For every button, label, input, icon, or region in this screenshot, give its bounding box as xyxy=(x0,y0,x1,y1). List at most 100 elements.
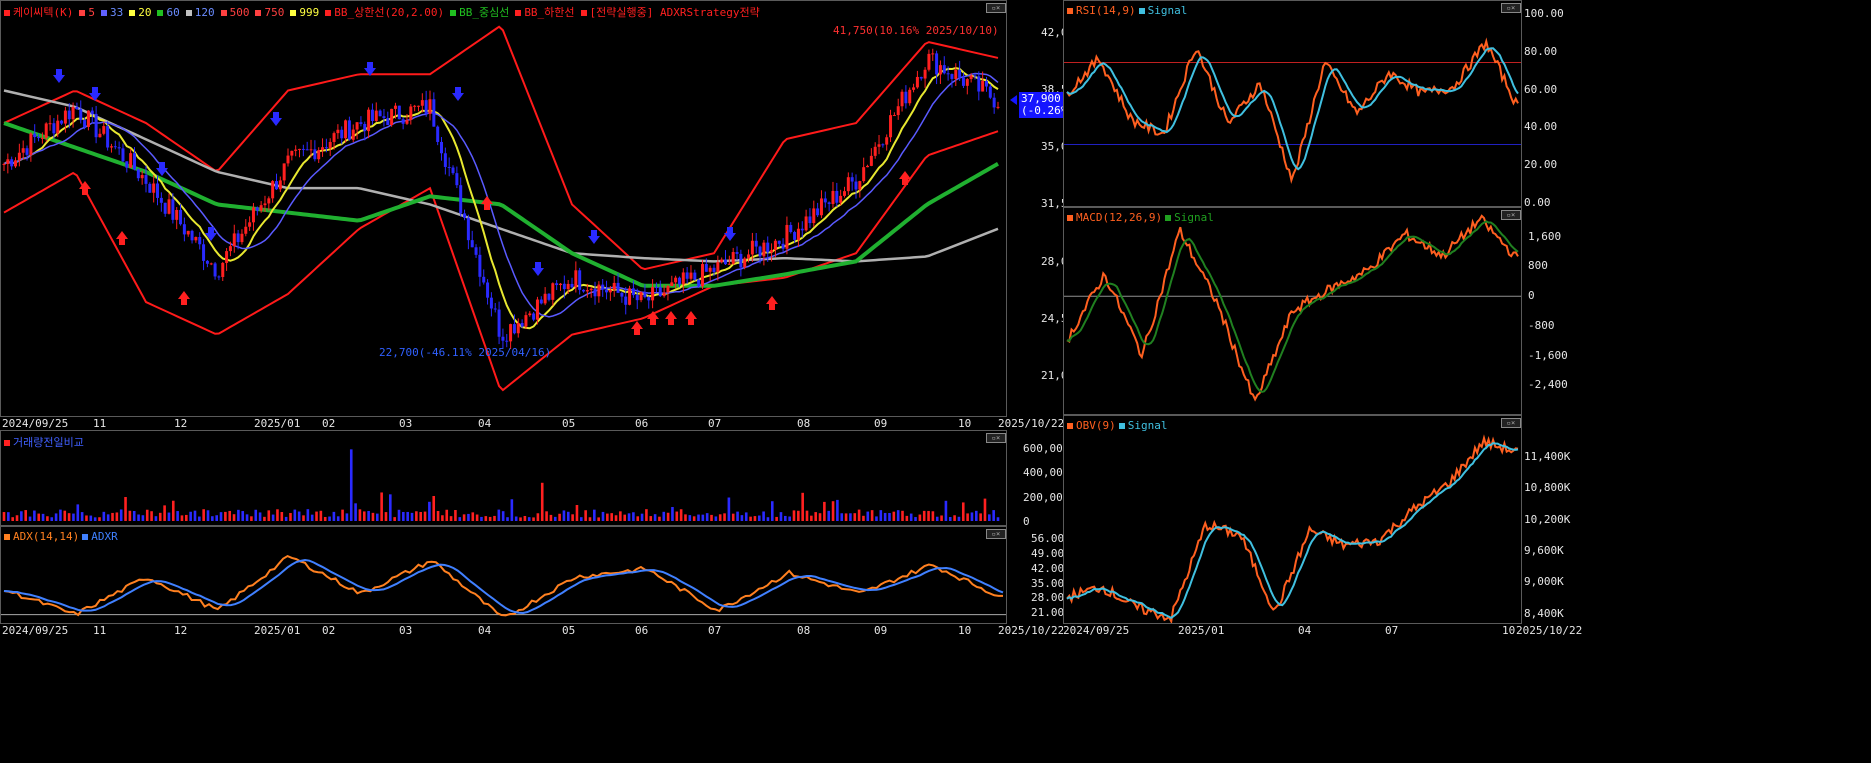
y-tick-label: 200,000 xyxy=(1023,490,1070,504)
volume-bar xyxy=(72,513,75,521)
volume-bar xyxy=(11,517,14,521)
rsi-chart-panel[interactable]: RSI(14,9) Signal ▫× xyxy=(1063,0,1522,207)
candle-body xyxy=(881,144,885,146)
y-tick-label: 1,600 xyxy=(1528,229,1562,243)
candle-body xyxy=(313,149,317,160)
volume-bar xyxy=(63,510,67,521)
candle-body xyxy=(478,254,482,277)
volume-bar xyxy=(905,515,909,521)
candle-body xyxy=(17,152,21,161)
legend-label: 750 xyxy=(264,6,285,19)
volume-bar xyxy=(697,514,700,521)
price-legend-item: 60 xyxy=(157,6,182,19)
candle-body xyxy=(712,267,716,273)
window-buttons[interactable]: ▫× xyxy=(986,433,1006,443)
candle-body xyxy=(497,309,501,337)
candle-body xyxy=(386,118,390,126)
volume-bar xyxy=(775,516,778,521)
volume-bar xyxy=(757,515,761,521)
legend-swatch-icon xyxy=(157,10,164,16)
x-tick-label: 10 xyxy=(958,624,972,637)
candle-body xyxy=(48,123,52,125)
candle-body xyxy=(658,287,662,297)
volume-bar xyxy=(232,514,236,521)
candle-body xyxy=(873,146,877,156)
price-chart-panel[interactable]: 케이씨텍(K) 5 33 20 60 120 500 750 999 BB_상한선(20,2.00… xyxy=(0,0,1007,417)
obv-line xyxy=(1066,434,1519,623)
candle-body xyxy=(635,295,639,301)
candle-body xyxy=(274,181,278,190)
candle-body xyxy=(551,283,555,300)
volume-bar xyxy=(41,513,45,521)
candle-body xyxy=(555,283,559,286)
adx-chart-panel[interactable]: ADX(14,14) ADXR ▫× xyxy=(0,526,1007,624)
volume-bar xyxy=(823,501,826,521)
volume-bar xyxy=(974,510,978,521)
price-chart-svg xyxy=(2,25,1000,392)
volume-bar xyxy=(875,516,878,521)
volume-bar xyxy=(961,502,965,521)
volume-bar xyxy=(258,512,262,521)
y-tick-label: 100.00 xyxy=(1524,7,1564,20)
candle-body xyxy=(720,259,724,263)
candle-body xyxy=(236,233,240,243)
price-legend: 케이씨텍(K) 5 33 20 60 120 500 750 999 BB_상한선(20,2.00… xyxy=(4,4,766,20)
volume-bar xyxy=(996,517,1000,521)
volume-bar xyxy=(645,509,648,521)
volume-bar xyxy=(506,517,509,521)
candle-body xyxy=(309,149,313,151)
rsi-line xyxy=(1066,37,1519,184)
volume-bar xyxy=(553,516,557,521)
macd-chart-panel[interactable]: MACD(12,26,9) Signal ▫× xyxy=(1063,207,1522,415)
volume-bar xyxy=(389,494,392,521)
candle-body xyxy=(919,76,923,79)
candle-body xyxy=(167,199,171,214)
candle-body xyxy=(94,113,98,138)
volume-bar xyxy=(310,514,314,521)
volume-chart-panel[interactable]: 거래량전일비교 ▫× xyxy=(0,430,1007,526)
candle-body xyxy=(616,282,620,293)
price-legend-item: BB_상한선(20,2.00) xyxy=(325,6,447,19)
bottom-xaxis-left: 2024/09/25 11 12 2025/01 02 03 04 05 06 07 08 09 10 2… xyxy=(0,624,1064,639)
sell-signal-arrow-icon xyxy=(724,227,736,241)
price-legend-item: 5 xyxy=(79,6,98,19)
volume-bar xyxy=(744,512,748,521)
candle-body xyxy=(140,174,144,179)
volume-bar xyxy=(323,516,327,521)
candle-body xyxy=(589,288,593,291)
candle-body xyxy=(528,313,532,316)
legend-label: BB_상한선(20,2.00) xyxy=(334,6,445,19)
volume-bar xyxy=(245,514,249,521)
window-buttons[interactable]: ▫× xyxy=(1501,3,1521,13)
window-buttons[interactable]: ▫× xyxy=(986,529,1006,539)
volume-bar xyxy=(514,516,518,521)
candle-body xyxy=(992,97,996,108)
volume-bar xyxy=(15,515,19,521)
x-tick-label: 07 xyxy=(708,624,722,637)
y-tick-label: 56.00 xyxy=(1031,531,1065,545)
obv-chart-panel[interactable]: OBV(9) Signal ▫× xyxy=(1063,415,1522,624)
candle-body xyxy=(961,77,965,86)
current-change: (-0.26%) xyxy=(1021,104,1074,117)
candle-body xyxy=(704,264,708,272)
candle-body xyxy=(344,120,348,139)
window-buttons[interactable]: ▫× xyxy=(986,3,1006,13)
window-buttons[interactable]: ▫× xyxy=(1501,418,1521,428)
candle-body xyxy=(566,283,570,290)
candle-body xyxy=(758,246,762,257)
volume-bar xyxy=(944,500,948,521)
volume-bar xyxy=(519,517,522,521)
volume-bar xyxy=(844,513,848,521)
volume-bar xyxy=(46,516,49,521)
candle-body xyxy=(981,80,985,92)
window-buttons[interactable]: ▫× xyxy=(1501,210,1521,220)
volume-bar xyxy=(428,501,431,521)
y-tick-label: 28.00 xyxy=(1031,591,1065,605)
volume-bar xyxy=(284,516,288,521)
volume-bar xyxy=(710,514,713,521)
sell-signal-arrow-icon xyxy=(205,227,217,241)
volume-bar xyxy=(297,511,301,521)
candle-body xyxy=(67,110,71,120)
volume-bar xyxy=(770,501,774,521)
bottom-xaxis-right: 2024/09/25 2025/01 04 07 10 2025/10/22 xyxy=(1063,624,1582,639)
